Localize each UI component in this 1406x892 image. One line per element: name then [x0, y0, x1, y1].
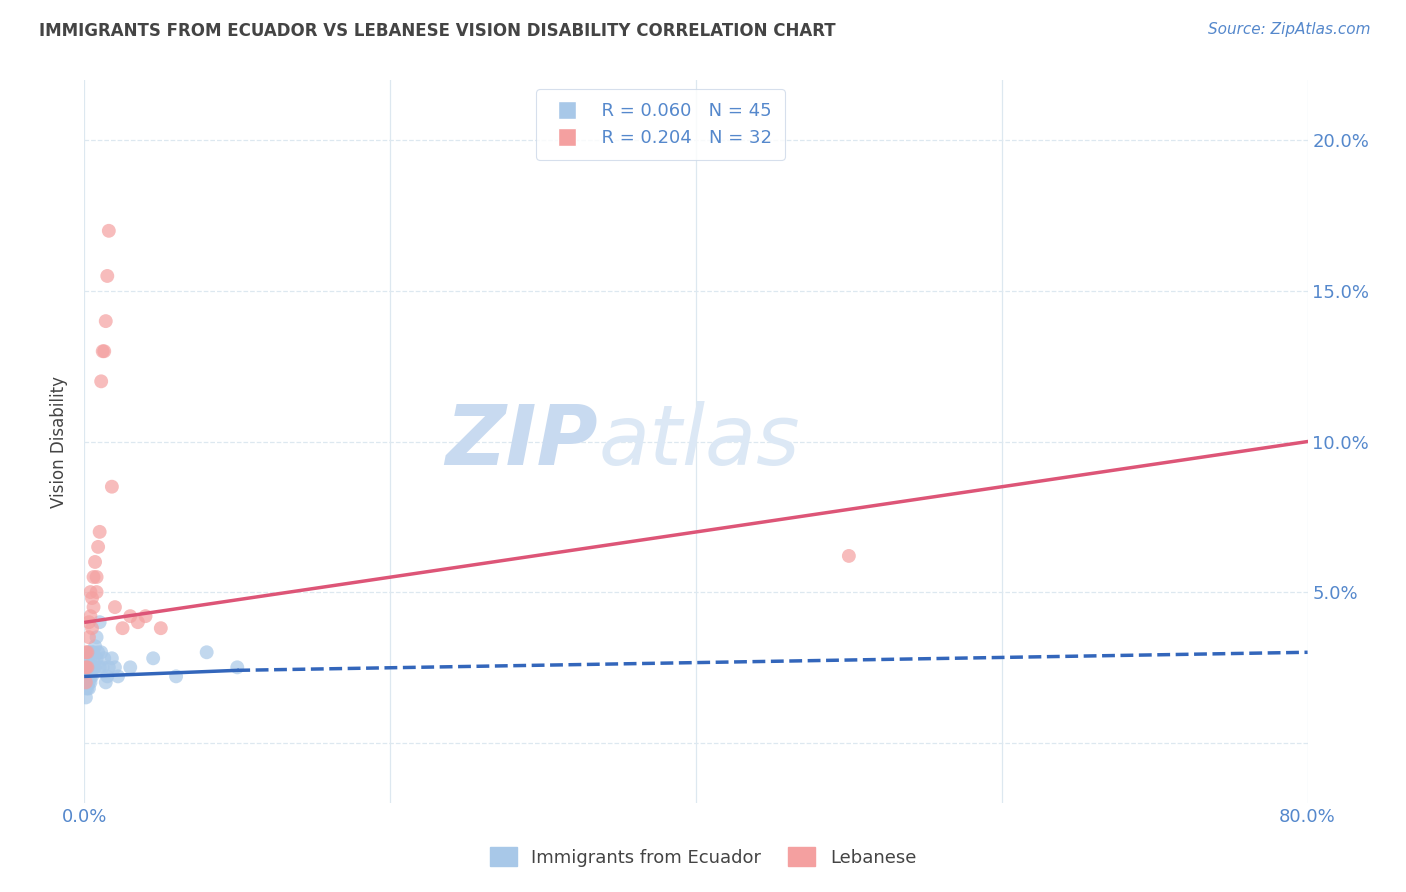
- Point: [86, 630, 108, 644]
- Point: [120, 609, 142, 624]
- Point: [89, 660, 111, 674]
- Point: [83, 651, 105, 665]
- Point: [86, 570, 108, 584]
- Point: [101, 651, 124, 665]
- Point: [226, 660, 249, 674]
- Point: [87, 540, 110, 554]
- Point: [75, 690, 97, 705]
- Point: [97, 660, 120, 674]
- Point: [79, 609, 101, 624]
- Point: [76, 669, 98, 683]
- Point: [79, 675, 101, 690]
- Point: [135, 609, 157, 624]
- Point: [79, 669, 101, 683]
- Point: [149, 621, 172, 635]
- Point: [76, 681, 98, 696]
- Point: [76, 666, 98, 681]
- Point: [89, 615, 111, 630]
- Point: [83, 600, 105, 615]
- Point: [77, 675, 100, 690]
- Point: [84, 555, 107, 569]
- Text: ZIP: ZIP: [446, 401, 598, 482]
- Point: [91, 660, 114, 674]
- Text: IMMIGRANTS FROM ECUADOR VS LEBANESE VISION DISABILITY CORRELATION CHART: IMMIGRANTS FROM ECUADOR VS LEBANESE VISI…: [39, 22, 837, 40]
- Point: [107, 669, 129, 683]
- Point: [89, 524, 111, 539]
- Point: [97, 224, 120, 238]
- Point: [87, 645, 110, 659]
- Point: [93, 344, 115, 359]
- Point: [76, 651, 98, 665]
- Y-axis label: Vision Disability: Vision Disability: [51, 376, 69, 508]
- Point: [80, 660, 103, 674]
- Point: [83, 645, 105, 659]
- Point: [75, 675, 97, 690]
- Point: [165, 669, 187, 683]
- Point: [80, 669, 103, 683]
- Point: [90, 374, 112, 388]
- Point: [80, 621, 103, 635]
- Point: [75, 675, 97, 690]
- Point: [75, 660, 97, 674]
- Point: [76, 660, 98, 674]
- Point: [83, 660, 105, 674]
- Point: [104, 600, 127, 615]
- Point: [120, 660, 142, 674]
- Point: [86, 585, 108, 599]
- Point: [75, 660, 97, 674]
- Legend:   R = 0.060   N = 45,   R = 0.204   N = 32: R = 0.060 N = 45, R = 0.204 N = 32: [536, 89, 785, 160]
- Point: [79, 651, 101, 665]
- Point: [96, 669, 118, 683]
- Point: [90, 645, 112, 659]
- Point: [127, 615, 149, 630]
- Point: [838, 549, 860, 563]
- Point: [80, 591, 103, 606]
- Point: [75, 681, 97, 696]
- Text: atlas: atlas: [598, 401, 800, 482]
- Point: [84, 639, 107, 653]
- Point: [77, 615, 100, 630]
- Point: [111, 621, 134, 635]
- Point: [75, 645, 97, 659]
- Point: [77, 660, 100, 674]
- Point: [94, 675, 117, 690]
- Point: [77, 645, 100, 659]
- Point: [142, 651, 165, 665]
- Point: [76, 675, 98, 690]
- Point: [84, 660, 107, 674]
- Text: Source: ZipAtlas.com: Source: ZipAtlas.com: [1208, 22, 1371, 37]
- Point: [80, 645, 103, 659]
- Point: [79, 585, 101, 599]
- Point: [93, 651, 115, 665]
- Point: [91, 344, 114, 359]
- Point: [77, 630, 100, 644]
- Point: [101, 480, 124, 494]
- Point: [94, 314, 117, 328]
- Point: [86, 651, 108, 665]
- Point: [195, 645, 218, 659]
- Point: [77, 681, 100, 696]
- Point: [75, 669, 97, 683]
- Point: [96, 268, 118, 283]
- Point: [79, 660, 101, 674]
- Point: [104, 660, 127, 674]
- Point: [83, 570, 105, 584]
- Legend: Immigrants from Ecuador, Lebanese: Immigrants from Ecuador, Lebanese: [482, 840, 924, 874]
- Point: [76, 645, 98, 659]
